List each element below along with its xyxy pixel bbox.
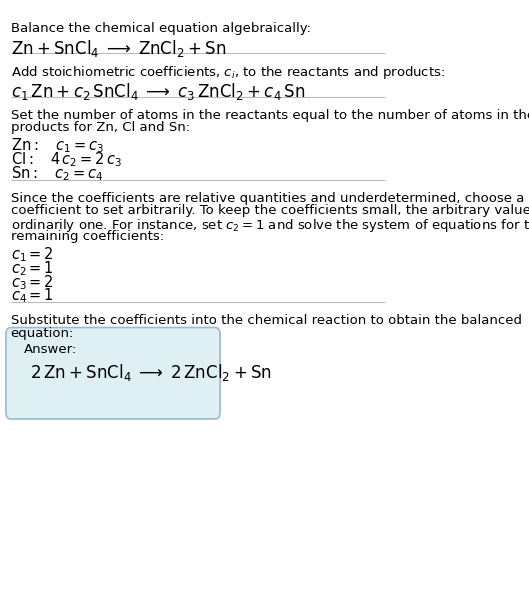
- Text: coefficient to set arbitrarily. To keep the coefficients small, the arbitrary va: coefficient to set arbitrarily. To keep …: [11, 205, 529, 217]
- Text: $2\,\mathrm{Zn + SnCl_4 \;\longrightarrow\; 2\,ZnCl_2 + Sn}$: $2\,\mathrm{Zn + SnCl_4 \;\longrightarro…: [30, 362, 272, 384]
- Text: $c_1 = 2$: $c_1 = 2$: [11, 245, 53, 264]
- Text: Answer:: Answer:: [24, 343, 77, 356]
- Text: $\mathrm{Sn:}\quad c_2 = c_4$: $\mathrm{Sn:}\quad c_2 = c_4$: [11, 164, 103, 183]
- Text: products for Zn, Cl and Sn:: products for Zn, Cl and Sn:: [11, 121, 190, 134]
- Text: Substitute the coefficients into the chemical reaction to obtain the balanced: Substitute the coefficients into the che…: [11, 314, 522, 327]
- Text: $\mathrm{Zn + SnCl_4 \;\longrightarrow\; ZnCl_2 + Sn}$: $\mathrm{Zn + SnCl_4 \;\longrightarrow\;…: [11, 38, 226, 59]
- Text: $c_4 = 1$: $c_4 = 1$: [11, 287, 53, 305]
- Text: Set the number of atoms in the reactants equal to the number of atoms in the: Set the number of atoms in the reactants…: [11, 109, 529, 121]
- Text: $c_3 = 2$: $c_3 = 2$: [11, 273, 53, 291]
- Text: Since the coefficients are relative quantities and underdetermined, choose a: Since the coefficients are relative quan…: [11, 192, 524, 205]
- Text: $c_1\,\mathrm{Zn} + c_2\,\mathrm{SnCl_4} \;\longrightarrow\; c_3\,\mathrm{ZnCl_2: $c_1\,\mathrm{Zn} + c_2\,\mathrm{SnCl_4}…: [11, 81, 305, 102]
- Text: Add stoichiometric coefficients, $c_i$, to the reactants and products:: Add stoichiometric coefficients, $c_i$, …: [11, 64, 445, 81]
- FancyBboxPatch shape: [6, 328, 220, 419]
- Text: remaining coefficients:: remaining coefficients:: [11, 229, 163, 243]
- Text: $\mathrm{Cl:}\quad 4\,c_2 = 2\,c_3$: $\mathrm{Cl:}\quad 4\,c_2 = 2\,c_3$: [11, 150, 122, 169]
- Text: $c_2 = 1$: $c_2 = 1$: [11, 259, 53, 277]
- Text: $\mathrm{Zn:}\quad c_1 = c_3$: $\mathrm{Zn:}\quad c_1 = c_3$: [11, 137, 103, 155]
- Text: Balance the chemical equation algebraically:: Balance the chemical equation algebraica…: [11, 22, 311, 35]
- Text: ordinarily one. For instance, set $c_2 = 1$ and solve the system of equations fo: ordinarily one. For instance, set $c_2 =…: [11, 217, 529, 234]
- Text: equation:: equation:: [11, 327, 74, 340]
